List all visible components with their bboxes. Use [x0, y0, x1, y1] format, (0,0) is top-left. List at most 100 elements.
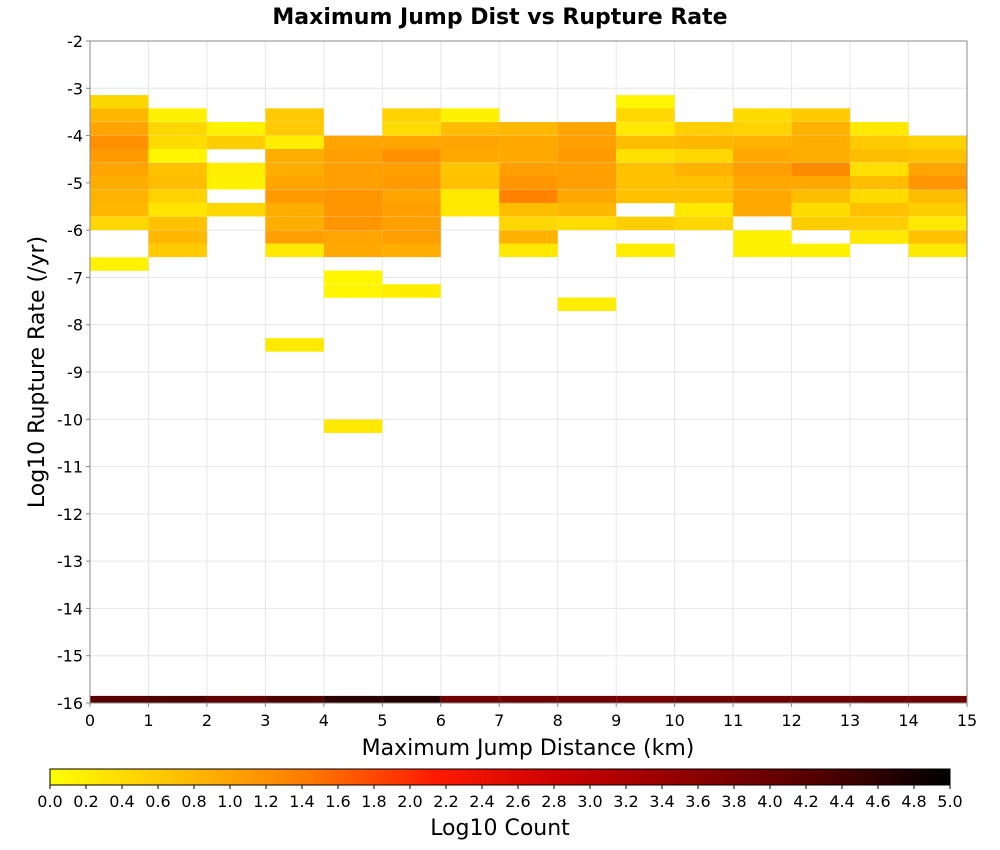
- heatmap-cell-bottom: [850, 695, 909, 703]
- heatmap-cell-bottom: [908, 695, 967, 703]
- heatmap-cell: [382, 175, 441, 190]
- heatmap-cell: [674, 175, 734, 190]
- heatmap-cell: [499, 122, 558, 136]
- x-axis-label: Maximum Jump Distance (km): [362, 736, 695, 761]
- x-tick-label: 1: [143, 711, 153, 730]
- heatmap-cell: [499, 202, 558, 217]
- heatmap-cell: [382, 135, 441, 150]
- y-tick-label: -12: [57, 505, 83, 524]
- colorbar-tick-label: 2.4: [469, 792, 494, 811]
- heatmap-cell: [557, 175, 617, 190]
- colorbar-tick-label: 1.6: [325, 792, 350, 811]
- heatmap-cell: [382, 149, 441, 163]
- heatmap-cell-bottom: [733, 695, 792, 703]
- heatmap-cell: [557, 202, 617, 217]
- heatmap-cell: [850, 122, 909, 136]
- heatmap-cell: [616, 122, 675, 136]
- x-tick-labels: 0 1 2 3 4 5 6 7 8 9 10 11 12 13 14 15: [85, 703, 977, 730]
- heatmap-cell: [148, 135, 207, 150]
- heatmap-cell: [206, 135, 266, 150]
- heatmap-cell: [90, 189, 149, 204]
- heatmap-cell: [850, 189, 909, 204]
- heatmap-cell: [206, 162, 266, 177]
- x-tick-label: 2: [202, 711, 212, 730]
- colorbar-tick-label: 3.4: [649, 792, 674, 811]
- heatmap-cell: [382, 202, 441, 217]
- y-tick-label: -16: [57, 694, 83, 713]
- heatmap-cell: [674, 135, 734, 150]
- y-tick-label: -13: [57, 552, 83, 571]
- colorbar-tick-label: 1.4: [289, 792, 314, 811]
- heatmap-cell: [440, 189, 500, 204]
- heatmap-cell: [382, 108, 441, 122]
- heatmap-cell: [440, 175, 500, 190]
- heatmap-cell: [440, 135, 500, 150]
- heatmap-cell: [382, 230, 441, 244]
- heatmap-cell: [148, 108, 207, 122]
- heatmap-cell: [791, 162, 851, 177]
- heatmap-cell-bottom: [323, 695, 383, 703]
- colorbar-tick-label: 0.4: [109, 792, 134, 811]
- heatmap-cell: [674, 216, 734, 231]
- heatmap-cell: [616, 175, 675, 190]
- heatmap-cell: [850, 216, 909, 231]
- heatmap-cell: [557, 216, 617, 231]
- heatmap-cell: [616, 149, 675, 163]
- heatmap-cells: [90, 95, 967, 703]
- heatmap-cell: [148, 243, 207, 258]
- x-tick-label: 4: [319, 711, 329, 730]
- heatmap-cell: [323, 419, 383, 433]
- colorbar-tick-label: 0.2: [73, 792, 98, 811]
- x-tick-label: 3: [260, 711, 270, 730]
- heatmap-cell: [733, 189, 792, 204]
- heatmap-cell: [499, 135, 558, 150]
- heatmap-cell: [674, 202, 734, 217]
- y-tick-label: -15: [57, 647, 83, 666]
- y-tick-label: -6: [67, 221, 83, 240]
- colorbar-tick-label: 2.6: [505, 792, 530, 811]
- heatmap-cell: [616, 216, 675, 231]
- heatmap-cell: [616, 162, 675, 177]
- heatmap-cell: [499, 216, 558, 231]
- colorbar-tick-label: 1.2: [253, 792, 278, 811]
- heatmap-cell: [90, 108, 149, 122]
- heatmap-cell: [850, 230, 909, 244]
- x-tick-label: 0: [85, 711, 95, 730]
- heatmap-cell: [265, 189, 324, 204]
- heatmap-cell: [382, 216, 441, 231]
- heatmap-cell: [499, 149, 558, 163]
- heatmap-cell: [265, 122, 324, 136]
- heatmap-cell: [440, 149, 500, 163]
- heatmap-cell: [382, 189, 441, 204]
- heatmap-cell: [323, 162, 383, 177]
- colorbar-tick-label: 3.6: [685, 792, 710, 811]
- heatmap-cell-bottom: [499, 695, 558, 703]
- y-tick-label: -4: [67, 127, 83, 146]
- heatmap-cell: [265, 243, 324, 258]
- colorbar-tick-label: 3.0: [577, 792, 602, 811]
- heatmap-cell: [90, 162, 149, 177]
- y-tick-label: -11: [57, 458, 83, 477]
- heatmap-cell: [440, 122, 500, 136]
- heatmap-cell: [791, 175, 851, 190]
- y-axis-label: Log10 Rupture Rate (/yr): [25, 236, 50, 508]
- heatmap-cell: [733, 243, 792, 258]
- heatmap-cell: [382, 162, 441, 177]
- heatmap-cell: [850, 175, 909, 190]
- y-tick-label: -8: [67, 316, 83, 335]
- heatmap-cell: [148, 189, 207, 204]
- heatmap-cell: [791, 216, 851, 231]
- heatmap-cell: [265, 162, 324, 177]
- heatmap-cell: [908, 243, 967, 258]
- heatmap-cell: [908, 202, 967, 217]
- colorbar-tick-label: 4.2: [793, 792, 818, 811]
- y-tick-label: -7: [67, 268, 83, 287]
- heatmap-cell: [499, 162, 558, 177]
- heatmap-cell: [616, 95, 675, 109]
- heatmap-cell: [733, 108, 792, 122]
- heatmap-cell: [440, 162, 500, 177]
- y-tick-label: -10: [57, 410, 83, 429]
- heatmap-cell: [382, 122, 441, 136]
- heatmap-cell: [616, 243, 675, 258]
